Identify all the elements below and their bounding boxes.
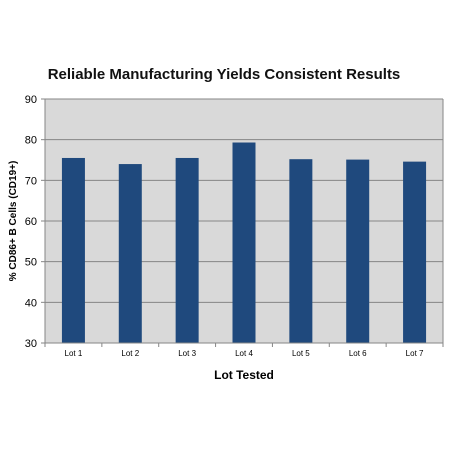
y-tick-label: 90 xyxy=(25,94,37,106)
x-tick-label: Lot 1 xyxy=(65,349,83,358)
bar xyxy=(346,159,370,343)
x-tick-labels: Lot 1 Lot 2 Lot 3 Lot 4 Lot 5 Lot 6 Lot 7 xyxy=(65,349,424,358)
bars xyxy=(61,142,427,343)
x-tick-label: Lot 3 xyxy=(178,349,196,358)
y-tick-label: 30 xyxy=(25,338,37,350)
y-tick-labels: 30 40 50 60 70 80 90 xyxy=(25,94,37,350)
axes xyxy=(41,98,444,347)
x-tick-label: Lot 7 xyxy=(406,349,424,358)
x-tick-label: Lot 2 xyxy=(121,349,139,358)
chart-title: Reliable Manufacturing Yields Consistent… xyxy=(48,66,401,83)
y-tick-label: 50 xyxy=(25,257,37,269)
bar xyxy=(289,159,313,343)
y-tick-label: 80 xyxy=(25,135,37,147)
x-axis-label: Lot Tested xyxy=(214,368,274,382)
x-tick-label: Lot 4 xyxy=(235,349,253,358)
y-tick-label: 40 xyxy=(25,297,37,309)
x-tick-label: Lot 5 xyxy=(292,349,310,358)
y-axis-label: % CD86+ B Cells (CD19+) xyxy=(8,161,19,282)
x-tick-label: Lot 6 xyxy=(349,349,367,358)
y-tick-label: 70 xyxy=(25,175,37,187)
bar xyxy=(175,157,199,343)
bar xyxy=(403,161,427,343)
bar xyxy=(118,164,142,343)
bar xyxy=(61,157,85,343)
bar xyxy=(232,142,256,343)
y-tick-label: 60 xyxy=(25,216,37,228)
